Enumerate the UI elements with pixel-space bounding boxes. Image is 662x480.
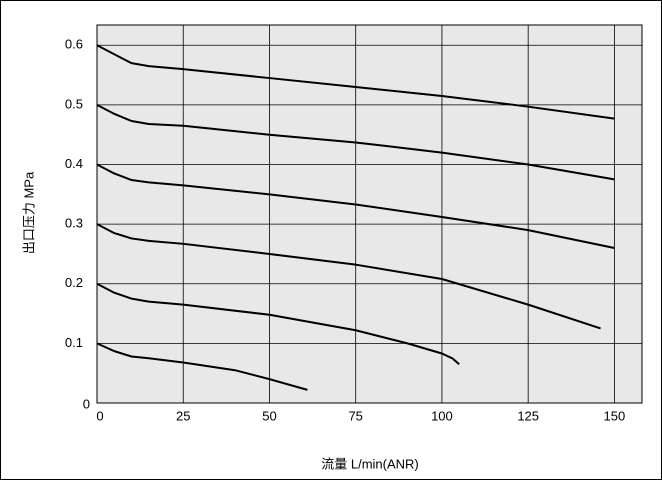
curve — [96, 163, 615, 249]
x-axis-label: 流量 L/min(ANR) — [321, 456, 419, 471]
curve — [96, 104, 615, 181]
x-tick-label: 100 — [431, 408, 453, 423]
x-tick-label: 125 — [517, 408, 539, 423]
y-tick-label: 0.6 — [65, 37, 83, 52]
y-tick-label: 0.2 — [65, 275, 83, 290]
curve — [96, 223, 601, 330]
x-tick-label: 150 — [604, 408, 626, 423]
y-tick-label: 0.5 — [65, 96, 83, 111]
plot-border — [96, 24, 643, 404]
x-tick-label: 75 — [348, 408, 362, 423]
y-axis-label: 出口压力 MPa — [21, 171, 36, 254]
y-tick-label: 0.4 — [65, 156, 83, 171]
y-tick-label: 0.1 — [65, 335, 83, 350]
x-tick-label: 0 — [96, 408, 103, 423]
y-tick-label: 0.3 — [65, 216, 83, 231]
plot-area — [97, 25, 642, 403]
x-tick-label: 25 — [176, 408, 190, 423]
curve — [96, 342, 308, 391]
curve — [96, 282, 460, 366]
y-tick-label: 0 — [83, 396, 90, 411]
x-tick-label: 50 — [262, 408, 276, 423]
curve — [96, 44, 615, 120]
